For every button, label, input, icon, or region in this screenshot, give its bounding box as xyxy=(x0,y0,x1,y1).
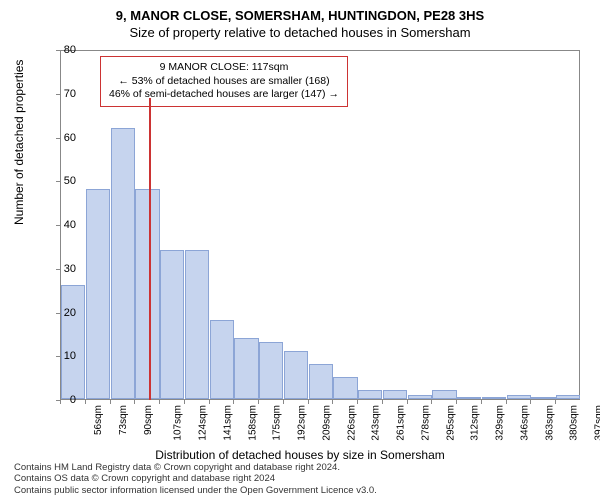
x-tick-label: 261sqm xyxy=(396,405,407,441)
footer-attribution: Contains HM Land Registry data © Crown c… xyxy=(14,462,377,496)
histogram-bar xyxy=(185,250,209,399)
histogram-bar xyxy=(284,351,308,399)
marker-line xyxy=(149,98,151,400)
y-axis-label: Number of detached properties xyxy=(12,60,26,225)
footer-line3: Contains public sector information licen… xyxy=(14,485,377,496)
x-tick-label: 243sqm xyxy=(371,405,382,441)
histogram-bar xyxy=(383,390,407,399)
y-tick-mark xyxy=(56,356,60,357)
x-tick-mark xyxy=(283,400,284,404)
x-tick-mark xyxy=(506,400,507,404)
x-tick-mark xyxy=(530,400,531,404)
histogram-bar xyxy=(259,342,283,399)
histogram-bar xyxy=(556,395,580,399)
y-tick-label: 10 xyxy=(46,350,76,362)
histogram-bar xyxy=(160,250,184,399)
x-tick-label: 107sqm xyxy=(173,405,184,441)
x-tick-label: 329sqm xyxy=(495,405,506,441)
histogram-bar xyxy=(408,395,432,399)
x-tick-mark xyxy=(134,400,135,404)
x-tick-mark xyxy=(481,400,482,404)
x-tick-mark xyxy=(431,400,432,404)
x-tick-label: 124sqm xyxy=(198,405,209,441)
y-tick-label: 60 xyxy=(46,132,76,144)
histogram-bar xyxy=(309,364,333,399)
x-tick-mark xyxy=(407,400,408,404)
x-tick-label: 363sqm xyxy=(544,405,555,441)
x-tick-mark xyxy=(308,400,309,404)
x-tick-label: 73sqm xyxy=(118,405,129,435)
histogram-bar xyxy=(111,128,135,399)
y-tick-mark xyxy=(56,225,60,226)
histogram-bar xyxy=(234,338,258,399)
histogram-bar xyxy=(432,390,456,399)
y-tick-mark xyxy=(56,181,60,182)
x-tick-label: 158sqm xyxy=(247,405,258,441)
x-tick-label: 278sqm xyxy=(420,405,431,441)
x-tick-mark xyxy=(332,400,333,404)
annotation-line1: 9 MANOR CLOSE: 117sqm xyxy=(109,61,339,75)
x-tick-mark xyxy=(555,400,556,404)
histogram-bar xyxy=(531,397,555,399)
histogram-bar xyxy=(135,189,159,399)
y-tick-label: 50 xyxy=(46,175,76,187)
y-tick-mark xyxy=(56,313,60,314)
x-tick-mark xyxy=(159,400,160,404)
histogram-bar xyxy=(333,377,357,399)
x-tick-mark xyxy=(357,400,358,404)
x-tick-label: 226sqm xyxy=(346,405,357,441)
y-tick-label: 0 xyxy=(46,394,76,406)
histogram-bar xyxy=(61,285,85,399)
x-tick-mark xyxy=(258,400,259,404)
chart-subtitle: Size of property relative to detached ho… xyxy=(0,23,600,40)
x-tick-label: 56sqm xyxy=(93,405,104,435)
x-tick-label: 397sqm xyxy=(594,405,600,441)
annotation-line2: ← 53% of detached houses are smaller (16… xyxy=(109,75,339,89)
x-tick-mark xyxy=(85,400,86,404)
x-tick-label: 312sqm xyxy=(470,405,481,441)
histogram-bar xyxy=(210,320,234,399)
y-tick-mark xyxy=(56,50,60,51)
x-tick-mark xyxy=(456,400,457,404)
x-tick-mark xyxy=(209,400,210,404)
x-tick-label: 380sqm xyxy=(569,405,580,441)
x-axis-label: Distribution of detached houses by size … xyxy=(0,448,600,462)
x-tick-mark xyxy=(382,400,383,404)
y-tick-label: 80 xyxy=(46,44,76,56)
x-tick-label: 192sqm xyxy=(297,405,308,441)
footer-line2: Contains OS data © Crown copyright and d… xyxy=(14,473,377,484)
x-tick-label: 209sqm xyxy=(321,405,332,441)
x-tick-mark xyxy=(60,400,61,404)
y-tick-mark xyxy=(56,269,60,270)
annotation-box: 9 MANOR CLOSE: 117sqm ← 53% of detached … xyxy=(100,56,348,107)
histogram-bar xyxy=(482,397,506,399)
annotation-line3: 46% of semi-detached houses are larger (… xyxy=(109,88,339,102)
chart-container: 9, MANOR CLOSE, SOMERSHAM, HUNTINGDON, P… xyxy=(0,0,600,500)
x-tick-mark xyxy=(184,400,185,404)
histogram-bar xyxy=(358,390,382,399)
y-tick-label: 20 xyxy=(46,307,76,319)
y-tick-mark xyxy=(56,138,60,139)
chart-title-address: 9, MANOR CLOSE, SOMERSHAM, HUNTINGDON, P… xyxy=(0,0,600,23)
x-tick-mark xyxy=(233,400,234,404)
x-tick-mark xyxy=(110,400,111,404)
x-tick-label: 175sqm xyxy=(272,405,283,441)
histogram-bar xyxy=(457,397,481,399)
x-tick-label: 295sqm xyxy=(445,405,456,441)
y-tick-mark xyxy=(56,94,60,95)
x-tick-label: 141sqm xyxy=(222,405,233,441)
histogram-bar xyxy=(86,189,110,399)
histogram-bar xyxy=(507,395,531,399)
footer-line1: Contains HM Land Registry data © Crown c… xyxy=(14,462,377,473)
x-tick-label: 90sqm xyxy=(143,405,154,435)
y-tick-label: 40 xyxy=(46,219,76,231)
y-tick-label: 70 xyxy=(46,88,76,100)
y-tick-label: 30 xyxy=(46,263,76,275)
x-tick-label: 346sqm xyxy=(520,405,531,441)
